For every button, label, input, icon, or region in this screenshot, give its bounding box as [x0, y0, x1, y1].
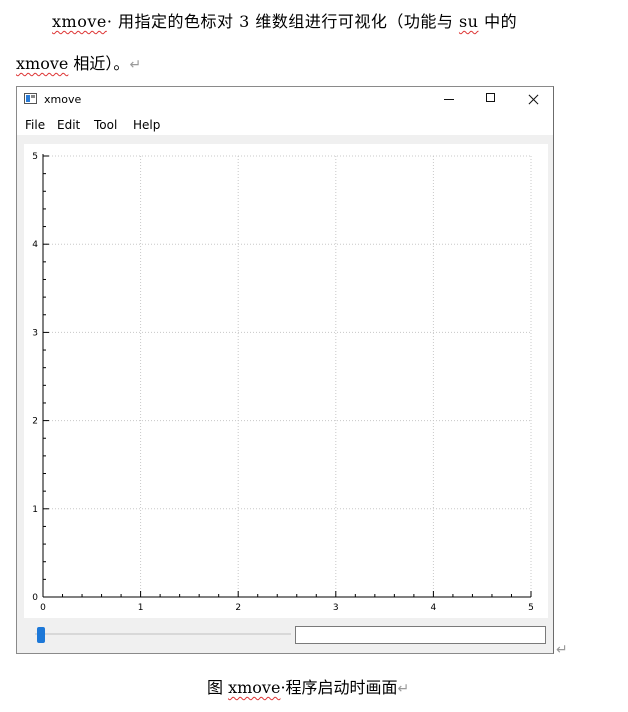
paragraph-text: · 用指定的色标对 3 维数组进行可视化（功能与	[106, 12, 459, 31]
caption-prefix: 图	[207, 678, 229, 697]
caption-text: ·程序启动时画面	[280, 678, 398, 697]
close-button[interactable]	[511, 87, 555, 113]
window-title: xmove	[44, 93, 82, 106]
slider-track[interactable]	[35, 633, 291, 635]
value-input[interactable]	[295, 626, 546, 644]
menu-bar: File Edit Tool Help	[17, 113, 553, 135]
paragraph-text: 相近）。	[68, 54, 130, 73]
app-window: xmove File Edit Tool Help 0 1 2 3 4 5 0 1 2 3 4 5	[16, 86, 554, 654]
command-name: xmove	[16, 54, 69, 73]
x-tick-label: 0	[40, 603, 46, 613]
command-name: xmove	[52, 12, 107, 31]
y-tick-label: 3	[32, 328, 38, 338]
y-tick-label: 4	[32, 240, 38, 250]
paragraph-line-1: xmove· 用指定的色标对 3 维数组进行可视化（功能与 su 中的	[52, 8, 517, 32]
command-name: xmove	[228, 678, 281, 697]
menu-edit[interactable]: Edit	[57, 118, 81, 132]
plot-canvas[interactable]: 0 1 2 3 4 5 0 1 2 3 4 5	[24, 144, 548, 618]
app-window-icon	[24, 93, 37, 104]
x-tick-label: 3	[333, 603, 339, 613]
y-tick-label: 2	[32, 417, 38, 427]
y-tick-label: 1	[32, 505, 38, 515]
maximize-button[interactable]	[469, 87, 513, 113]
minimize-button[interactable]	[427, 87, 471, 113]
x-tick-label: 4	[431, 603, 437, 613]
x-tick-label: 1	[138, 603, 144, 613]
x-tick-label: 5	[528, 603, 534, 613]
slider-handle[interactable]	[37, 627, 45, 643]
y-tick-label: 0	[32, 593, 38, 603]
paragraph-mark-icon: ↵	[397, 681, 410, 697]
title-bar[interactable]: xmove	[17, 87, 553, 113]
su-reference: su	[458, 12, 479, 31]
y-tick-label: 5	[32, 152, 38, 162]
menu-file[interactable]: File	[25, 118, 46, 132]
menu-help[interactable]: Help	[133, 118, 161, 132]
paragraph-mark-icon: ↵	[129, 57, 142, 73]
figure-caption: 图 xmove·程序启动时画面↵	[207, 674, 409, 698]
chart: 0 1 2 3 4 5 0 1 2 3 4 5	[32, 152, 534, 613]
paragraph-text-end: 中的	[478, 12, 518, 31]
frame-slider[interactable]	[35, 627, 291, 643]
x-tick-label: 2	[235, 603, 241, 613]
paragraph-mark-icon: ↵	[556, 642, 568, 658]
paragraph-line-2: xmove 相近）。↵	[16, 50, 141, 74]
menu-tool[interactable]: Tool	[94, 118, 118, 132]
